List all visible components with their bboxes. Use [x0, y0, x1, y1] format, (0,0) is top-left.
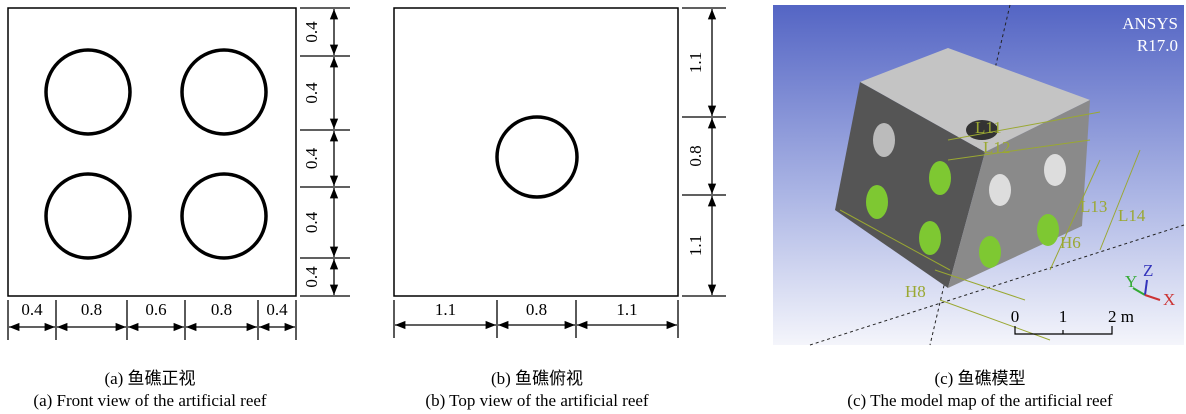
reef-outline — [393, 7, 679, 297]
hole — [180, 172, 268, 260]
dimension-label: 0.4 — [266, 300, 288, 319]
dimension-label: L11 — [975, 118, 1002, 137]
dimension-label: 0.8 — [211, 300, 232, 319]
hole — [1037, 214, 1059, 246]
hole — [44, 48, 132, 136]
model-view: ANSYS R17.0 L11 L12 L13 L14 H6 H8 Y Z X … — [773, 4, 1185, 410]
scale-label: 0 — [1011, 307, 1020, 326]
scale-bar — [1014, 326, 1113, 335]
dimension-label: 0.8 — [526, 300, 547, 319]
dimension-label: 1.1 — [686, 235, 705, 256]
axis-label: Y — [1125, 272, 1137, 291]
caption-cn: (c) 鱼礁模型 — [934, 369, 1025, 388]
dimension-label: 0.8 — [686, 145, 705, 166]
axis-label: Z — [1143, 261, 1153, 280]
caption-en: (c) The model map of the artificial reef — [847, 391, 1113, 410]
axis-triad — [1144, 294, 1161, 301]
cube-left-face — [835, 82, 985, 288]
brand-version: R17.0 — [1137, 36, 1178, 55]
dimension-label: 0.4 — [302, 266, 321, 288]
front-view: (a) 鱼礁正视 (a) Front view of the artificia… — [7, 7, 297, 410]
hole — [979, 236, 1001, 268]
axis-label: X — [1163, 290, 1175, 309]
scale-label: 2 m — [1108, 307, 1134, 326]
hole — [180, 48, 268, 136]
caption-cn: (a) 鱼礁正视 — [104, 369, 195, 388]
hole — [929, 161, 951, 195]
dimension-label: 1.1 — [616, 300, 637, 319]
top-view: (b) 鱼礁俯视 (b) Top view of the artificial … — [393, 7, 679, 410]
dimension-label: H8 — [905, 282, 926, 301]
dimension-label: 0.6 — [145, 300, 166, 319]
caption-en: (b) Top view of the artificial reef — [425, 391, 649, 410]
dimension-label: L14 — [1118, 206, 1146, 225]
axis-triad — [1144, 279, 1148, 296]
hole — [873, 123, 895, 157]
caption-cn: (b) 鱼礁俯视 — [491, 369, 583, 388]
dimension-label: H6 — [1060, 233, 1081, 252]
dimension-label: 0.4 — [302, 147, 321, 169]
dimension-label: 0.4 — [302, 21, 321, 43]
reef-outline — [7, 7, 297, 297]
hole — [919, 221, 941, 255]
dimension-label: 0.4 — [302, 82, 321, 104]
cube-top — [860, 48, 1090, 152]
dimension-label: 0.4 — [21, 300, 43, 319]
axis-triad — [1132, 287, 1146, 296]
hole — [866, 185, 888, 219]
hole — [1044, 154, 1066, 186]
dimension-label: 1.1 — [435, 300, 456, 319]
dimension-guides — [839, 111, 1141, 341]
scale-label: 1 — [1059, 307, 1068, 326]
dimension-label: 0.8 — [81, 300, 102, 319]
dimension-label: L12 — [983, 138, 1010, 157]
brand: ANSYS — [1122, 14, 1178, 33]
dimension-label: L13 — [1080, 197, 1107, 216]
hole — [44, 172, 132, 260]
hole — [495, 115, 579, 199]
hole — [989, 174, 1011, 206]
caption-en: (a) Front view of the artificial reef — [33, 391, 267, 410]
dimension-label: 0.4 — [302, 211, 321, 233]
dimension-label: 1.1 — [686, 52, 705, 73]
